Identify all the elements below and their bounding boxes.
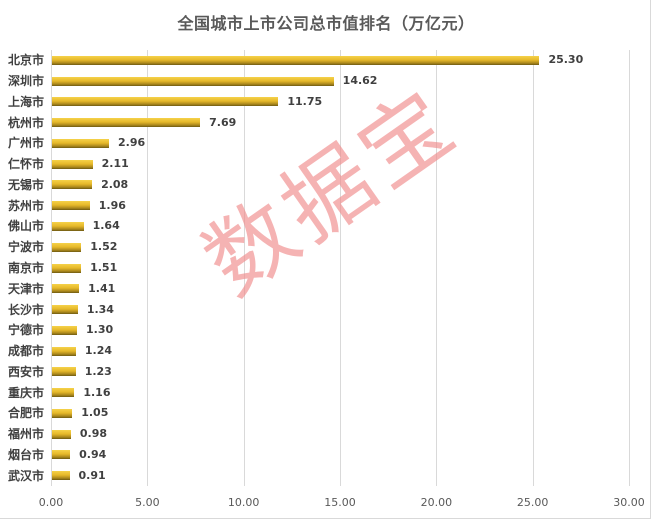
category-label: 宁德市 <box>7 323 44 338</box>
data-label: 11.75 <box>287 94 323 108</box>
category-label: 苏州市 <box>7 198 44 213</box>
bar <box>52 76 334 86</box>
bar <box>52 284 80 294</box>
data-label: 1.51 <box>90 261 118 274</box>
bar <box>52 118 201 128</box>
data-label: 1.64 <box>92 219 120 233</box>
data-label: 2.08 <box>101 177 129 191</box>
category-label: 上海市 <box>7 94 44 109</box>
bar <box>52 55 540 65</box>
category-label: 南京市 <box>7 261 44 275</box>
category-label: 成都市 <box>7 344 44 359</box>
data-label: 2.11 <box>101 157 129 171</box>
data-label: 1.30 <box>86 323 114 337</box>
bar <box>52 221 84 231</box>
category-label: 宁波市 <box>7 240 44 255</box>
bar <box>52 138 110 148</box>
x-tick-label: 0.00 <box>38 496 64 509</box>
gridline <box>51 50 52 486</box>
category-label: 无锡市 <box>7 177 44 192</box>
bar <box>52 325 78 335</box>
bar <box>52 408 73 418</box>
bar <box>52 263 82 273</box>
x-tick-label: 10.00 <box>227 496 260 509</box>
bar <box>52 367 76 377</box>
category-label: 佛山市 <box>7 219 44 234</box>
data-label: 1.41 <box>88 281 116 295</box>
chart-title: 全国城市上市公司总市值排名（万亿元） <box>177 14 475 33</box>
bar <box>52 305 78 315</box>
bar <box>52 97 279 107</box>
category-label: 西安市 <box>7 364 44 379</box>
bar <box>52 388 75 398</box>
data-label: 1.24 <box>84 344 113 358</box>
category-label: 合肥市 <box>7 406 44 421</box>
gridline <box>147 50 149 486</box>
gridline <box>436 50 438 486</box>
gridline <box>629 50 630 486</box>
data-label: 7.69 <box>209 115 237 129</box>
category-label: 重庆市 <box>7 385 44 400</box>
gridline <box>340 50 341 486</box>
bar <box>52 471 70 481</box>
category-label: 武汉市 <box>7 468 44 483</box>
category-label: 深圳市 <box>7 74 44 89</box>
data-label: 1.96 <box>98 198 126 212</box>
category-label: 烟台市 <box>7 447 44 462</box>
data-label: 1.23 <box>84 364 112 378</box>
data-label: 1.05 <box>81 406 109 420</box>
category-label: 福州市 <box>7 427 44 442</box>
bar <box>52 429 71 439</box>
bar <box>52 346 76 356</box>
data-label: 1.52 <box>90 240 118 254</box>
x-tick-label: 20.00 <box>420 496 453 509</box>
category-label: 杭州市 <box>7 115 44 130</box>
bar <box>52 201 90 211</box>
data-label: 1.16 <box>83 385 111 399</box>
x-tick-label: 5.00 <box>135 496 160 509</box>
gridline <box>243 50 245 486</box>
plot-area <box>51 50 630 486</box>
bar <box>52 242 82 252</box>
gridline <box>532 50 534 486</box>
x-tick-label: 25.00 <box>516 496 549 509</box>
data-label: 2.96 <box>118 136 146 150</box>
data-label: 0.91 <box>78 468 106 482</box>
category-label: 仁怀市 <box>7 157 44 172</box>
data-label: 0.94 <box>79 447 107 461</box>
data-label: 25.30 <box>548 53 584 67</box>
x-tick-label: 15.00 <box>324 496 356 509</box>
data-label: 1.34 <box>86 302 114 316</box>
data-label: 0.98 <box>79 427 108 441</box>
bar <box>52 450 71 460</box>
bar <box>52 159 93 169</box>
category-label: 广州市 <box>7 136 44 151</box>
category-label: 天津市 <box>7 281 44 296</box>
category-label: 长沙市 <box>7 302 44 317</box>
x-tick-label: 30.00 <box>613 496 645 509</box>
category-label: 北京市 <box>7 53 44 68</box>
bar <box>52 180 93 190</box>
data-label: 14.62 <box>342 74 378 88</box>
